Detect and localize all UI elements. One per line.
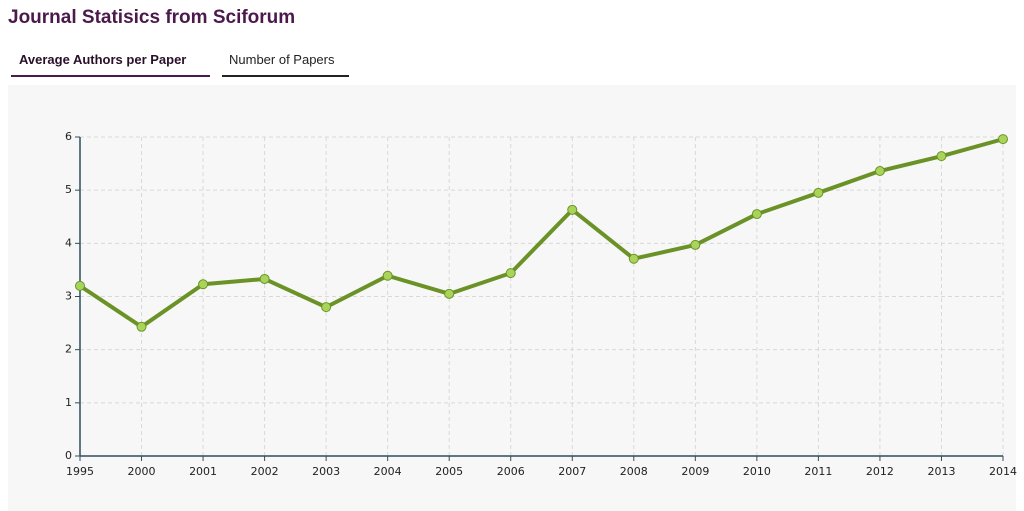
y-tick-label: 4 bbox=[65, 236, 72, 249]
x-tick-label: 2009 bbox=[681, 465, 709, 478]
y-tick-label: 1 bbox=[65, 396, 72, 409]
x-tick-label: 2013 bbox=[927, 465, 955, 478]
data-point bbox=[567, 204, 578, 215]
page-title: Journal Statisics from Sciforum bbox=[8, 7, 296, 28]
y-tick-label: 2 bbox=[65, 343, 72, 356]
data-point bbox=[874, 166, 885, 177]
x-tick-label: 2002 bbox=[251, 465, 279, 478]
data-point bbox=[444, 288, 455, 299]
tab[interactable]: Average Authors per Paper bbox=[11, 52, 210, 77]
data-point bbox=[936, 151, 947, 162]
x-tick-label: 2006 bbox=[497, 465, 525, 478]
x-tick-label: 2008 bbox=[620, 465, 648, 478]
data-point bbox=[505, 268, 516, 279]
data-point bbox=[628, 253, 639, 264]
data-point bbox=[136, 321, 147, 332]
y-tick-label: 6 bbox=[65, 130, 72, 143]
x-tick-label: 2010 bbox=[743, 465, 771, 478]
chart-background bbox=[8, 85, 1016, 511]
x-tick-label: 2012 bbox=[866, 465, 894, 478]
x-tick-label: 1995 bbox=[66, 465, 94, 478]
x-tick-label: 2003 bbox=[312, 465, 340, 478]
y-tick-label: 3 bbox=[65, 290, 72, 303]
x-tick-label: 2014 bbox=[989, 465, 1017, 478]
data-point bbox=[198, 279, 209, 290]
data-point bbox=[321, 302, 332, 313]
x-tick-label: 2011 bbox=[804, 465, 832, 478]
data-point bbox=[998, 134, 1008, 145]
data-point bbox=[75, 280, 85, 291]
data-line bbox=[78, 137, 1004, 329]
x-tick-label: 2007 bbox=[558, 465, 586, 478]
data-point bbox=[813, 187, 824, 198]
tab[interactable]: Number of Papers bbox=[222, 52, 349, 77]
data-point bbox=[382, 270, 393, 281]
y-tick-label: 5 bbox=[65, 183, 72, 196]
data-point bbox=[259, 273, 270, 284]
x-tick-label: 2000 bbox=[128, 465, 156, 478]
data-point bbox=[751, 209, 762, 220]
data-point bbox=[690, 239, 701, 250]
x-tick-label: 2004 bbox=[374, 465, 402, 478]
x-tick-label: 2001 bbox=[189, 465, 217, 478]
y-tick-label: 0 bbox=[65, 449, 72, 462]
x-tick-label: 2005 bbox=[435, 465, 463, 478]
